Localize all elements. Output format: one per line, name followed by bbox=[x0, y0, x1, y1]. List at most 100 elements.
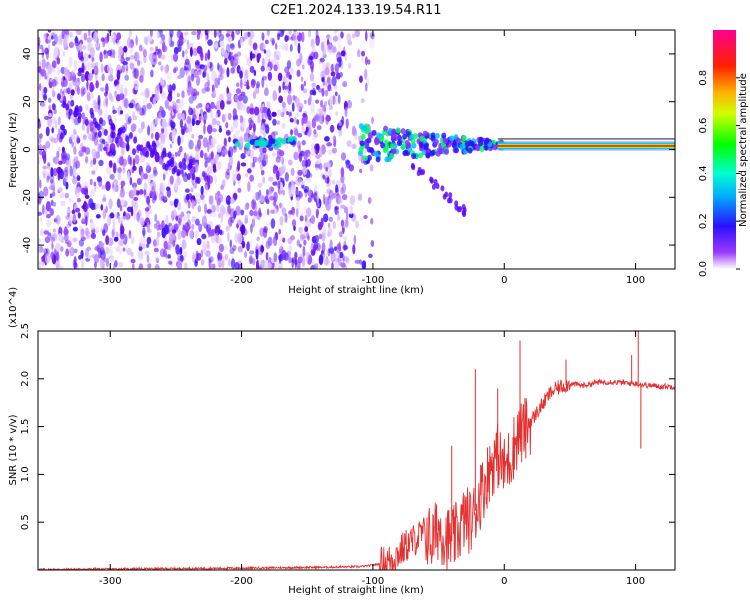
spectrogram-cell bbox=[221, 259, 225, 269]
spectrogram-cell bbox=[95, 226, 100, 234]
spectrogram-cell bbox=[307, 153, 312, 159]
spectrogram-cell bbox=[100, 37, 105, 42]
spectrogram-cell bbox=[284, 43, 289, 52]
spectrogram-cell bbox=[312, 87, 316, 94]
spectrogram-cell bbox=[320, 217, 324, 228]
spectrogram-cell bbox=[260, 65, 265, 72]
spectrogram-cell bbox=[368, 253, 373, 259]
spectrogram-cell bbox=[147, 125, 151, 136]
spectrogram-cell bbox=[338, 241, 341, 252]
spectrogram-cell bbox=[288, 112, 292, 117]
spectrogram-y-tick-label: -20 bbox=[22, 189, 33, 205]
spectrogram-cell bbox=[119, 126, 124, 134]
spectrogram-cell bbox=[325, 183, 331, 188]
spectrogram-cell bbox=[244, 69, 249, 80]
spectrogram-cell bbox=[318, 233, 323, 240]
spectrogram-cell bbox=[72, 237, 78, 243]
spectrogram-cell bbox=[91, 134, 95, 141]
spectrogram-cell bbox=[338, 127, 343, 137]
spectrogram-cell bbox=[343, 255, 349, 262]
spectrogram-cell bbox=[128, 132, 133, 140]
spectrogram-cell bbox=[195, 150, 199, 157]
spectrogram-cell bbox=[69, 71, 76, 77]
spectrogram-cell bbox=[321, 231, 326, 242]
spectrogram-cell bbox=[144, 87, 150, 99]
spectrogram-cell bbox=[242, 95, 248, 104]
spectrogram-cell bbox=[96, 176, 102, 183]
spectrogram-cell bbox=[313, 51, 319, 60]
spectrogram-cell bbox=[455, 137, 461, 144]
spectrogram-cell bbox=[106, 166, 112, 175]
spectrogram-cell bbox=[243, 76, 246, 86]
spectrogram-cell bbox=[56, 150, 60, 158]
spectrogram-cell bbox=[227, 194, 231, 204]
spectrogram-cell bbox=[461, 204, 466, 211]
spectrogram-cell bbox=[270, 59, 275, 68]
spectrogram-cell bbox=[38, 260, 42, 269]
spectrogram-cell bbox=[149, 96, 153, 102]
spectrogram-cell bbox=[313, 192, 318, 203]
spectrogram-cell bbox=[235, 88, 242, 95]
spectrogram-cell bbox=[55, 265, 60, 269]
snr-line bbox=[38, 378, 675, 570]
spectrogram-cell bbox=[54, 120, 58, 130]
snr-x-axis-label: Height of straight line (km) bbox=[288, 585, 424, 596]
spectrogram-cell bbox=[50, 137, 56, 143]
spectrogram-cell bbox=[134, 51, 140, 62]
spectrogram-cell bbox=[286, 94, 293, 105]
spectrogram-cell bbox=[51, 127, 54, 134]
spectrogram-cell bbox=[64, 192, 70, 199]
spectrogram-cell bbox=[123, 87, 128, 97]
spectrogram-cell bbox=[251, 218, 256, 228]
spectrogram-cell bbox=[312, 43, 315, 52]
spectrogram-cell bbox=[340, 262, 346, 268]
spectrogram-cell bbox=[47, 64, 53, 75]
spectrogram-cell bbox=[125, 56, 131, 61]
spectrogram-cell bbox=[98, 247, 102, 259]
spectrogram-y-tick-label: -40 bbox=[22, 237, 33, 253]
spectrogram-cell bbox=[331, 179, 336, 185]
spectrogram-cell bbox=[178, 217, 182, 226]
spectrogram-cell bbox=[328, 216, 333, 223]
spectrogram-cell bbox=[315, 99, 319, 104]
spectrogram-cell bbox=[243, 32, 249, 40]
spectrogram-cell bbox=[309, 72, 315, 82]
colorbar-gradient bbox=[713, 30, 736, 269]
spectrogram-cell bbox=[68, 197, 72, 203]
spectrogram-cell bbox=[324, 101, 327, 107]
spectrogram-cell bbox=[41, 84, 44, 91]
spectrogram-cell bbox=[314, 163, 320, 168]
spectrogram-cell bbox=[369, 31, 375, 38]
spectrogram-cell bbox=[181, 239, 187, 250]
spectrogram-cell bbox=[49, 208, 54, 216]
spectrogram-cell bbox=[137, 127, 144, 134]
spectrogram-cell bbox=[52, 201, 57, 207]
spectrogram-cell bbox=[90, 232, 97, 240]
spectrogram-cell bbox=[258, 207, 262, 216]
spectrogram-cell bbox=[206, 72, 210, 84]
spectrogram-cell bbox=[201, 170, 206, 178]
spectrogram-cell bbox=[93, 167, 98, 172]
spectrogram-cell bbox=[194, 192, 201, 198]
spectrogram-cell bbox=[139, 188, 144, 195]
spectrogram-cell bbox=[109, 255, 115, 263]
spectrogram-cell bbox=[93, 65, 99, 76]
spectrogram-cell bbox=[270, 258, 276, 264]
spectrogram-cell bbox=[191, 117, 195, 127]
spectrogram-cell bbox=[107, 237, 114, 247]
spectrogram-cell bbox=[315, 211, 319, 219]
spectrogram-cell bbox=[296, 69, 301, 77]
spectrogram-cell bbox=[321, 230, 326, 235]
spectrogram-cell bbox=[208, 195, 214, 205]
spectrogram-cell bbox=[52, 137, 58, 144]
spectrogram-cell bbox=[99, 87, 105, 92]
spectrogram-cell bbox=[171, 209, 177, 218]
spectrogram-cell bbox=[173, 53, 179, 62]
spectrogram-cell bbox=[86, 61, 93, 70]
spectrogram-y-tick-label: 0 bbox=[22, 146, 33, 152]
spectrogram-cell bbox=[300, 235, 307, 240]
spectrogram-cell bbox=[332, 221, 336, 230]
spectrogram-cell bbox=[203, 172, 208, 181]
spectrogram-cell bbox=[49, 173, 55, 184]
spectrogram-cell bbox=[58, 160, 63, 165]
